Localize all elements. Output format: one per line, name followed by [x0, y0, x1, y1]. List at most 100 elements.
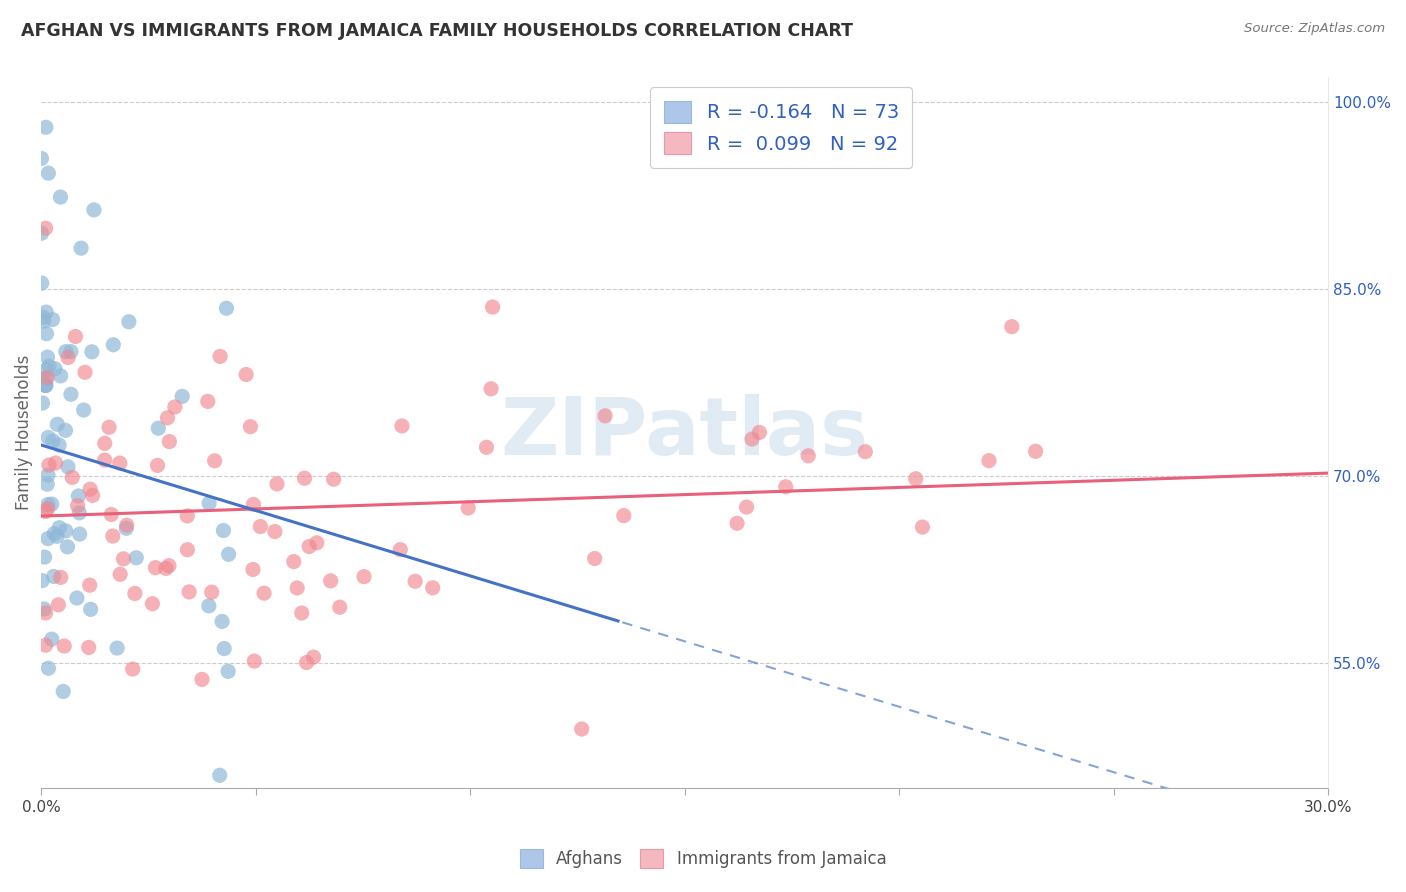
Point	[34, 606, 56, 620]
Point	[243, 654, 266, 668]
Point	[242, 562, 264, 576]
Point	[319, 574, 342, 588]
Point	[157, 558, 180, 573]
Point	[211, 615, 233, 629]
Point	[30, 152, 52, 166]
Point	[67, 489, 90, 503]
Point	[212, 641, 235, 656]
Point	[56, 540, 79, 554]
Point	[481, 300, 503, 314]
Point	[977, 453, 1000, 467]
Point	[48, 438, 70, 452]
Point	[198, 599, 221, 613]
Point	[283, 555, 305, 569]
Point	[105, 641, 128, 656]
Point	[53, 639, 76, 653]
Point	[34, 378, 56, 392]
Point	[98, 420, 121, 434]
Point	[35, 305, 58, 319]
Legend: Afghans, Immigrants from Jamaica: Afghans, Immigrants from Jamaica	[513, 842, 893, 875]
Point	[46, 417, 69, 432]
Point	[322, 472, 344, 486]
Point	[179, 585, 201, 599]
Point	[49, 190, 72, 204]
Point	[302, 650, 325, 665]
Point	[235, 368, 257, 382]
Point	[77, 640, 100, 655]
Point	[79, 482, 101, 496]
Point	[571, 722, 593, 736]
Point	[209, 350, 232, 364]
Point	[49, 570, 72, 584]
Point	[37, 498, 59, 512]
Point	[593, 409, 616, 423]
Point	[204, 454, 226, 468]
Point	[156, 410, 179, 425]
Point	[218, 547, 240, 561]
Point	[103, 338, 125, 352]
Point	[1001, 319, 1024, 334]
Point	[56, 351, 79, 365]
Point	[146, 458, 169, 473]
Point	[60, 470, 83, 484]
Point	[124, 586, 146, 600]
Point	[38, 359, 60, 373]
Point	[37, 468, 59, 483]
Point	[44, 456, 66, 470]
Point	[212, 524, 235, 538]
Point	[35, 378, 58, 392]
Point	[176, 508, 198, 523]
Point	[70, 241, 93, 255]
Point	[34, 221, 56, 235]
Point	[100, 508, 122, 522]
Point	[457, 501, 479, 516]
Point	[49, 368, 72, 383]
Point	[41, 632, 63, 647]
Point	[391, 419, 413, 434]
Point	[176, 542, 198, 557]
Point	[242, 498, 264, 512]
Point	[1025, 444, 1047, 458]
Point	[285, 581, 308, 595]
Point	[208, 768, 231, 782]
Point	[613, 508, 636, 523]
Point	[115, 521, 138, 535]
Point	[404, 574, 426, 589]
Text: AFGHAN VS IMMIGRANTS FROM JAMAICA FAMILY HOUSEHOLDS CORRELATION CHART: AFGHAN VS IMMIGRANTS FROM JAMAICA FAMILY…	[21, 22, 853, 40]
Point	[108, 456, 131, 470]
Point	[145, 560, 167, 574]
Point	[253, 586, 276, 600]
Point	[125, 550, 148, 565]
Point	[353, 569, 375, 583]
Point	[94, 436, 117, 450]
Point	[118, 315, 141, 329]
Point	[904, 472, 927, 486]
Point	[37, 661, 59, 675]
Point	[35, 372, 58, 386]
Point	[121, 662, 143, 676]
Point	[198, 496, 221, 510]
Point	[72, 403, 94, 417]
Point	[305, 536, 328, 550]
Point	[775, 480, 797, 494]
Point	[725, 516, 748, 531]
Point	[329, 600, 352, 615]
Point	[239, 419, 262, 434]
Point	[741, 432, 763, 446]
Point	[32, 310, 55, 325]
Point	[79, 578, 101, 592]
Point	[44, 361, 66, 376]
Point	[59, 344, 82, 359]
Point	[52, 684, 75, 698]
Point	[34, 504, 56, 518]
Point	[69, 527, 91, 541]
Point	[37, 532, 59, 546]
Text: Source: ZipAtlas.com: Source: ZipAtlas.com	[1244, 22, 1385, 36]
Point	[66, 591, 89, 605]
Point	[31, 396, 53, 410]
Text: ZIPatlas: ZIPatlas	[501, 393, 869, 472]
Point	[291, 606, 314, 620]
Point	[79, 602, 101, 616]
Point	[31, 276, 53, 290]
Point	[157, 434, 180, 449]
